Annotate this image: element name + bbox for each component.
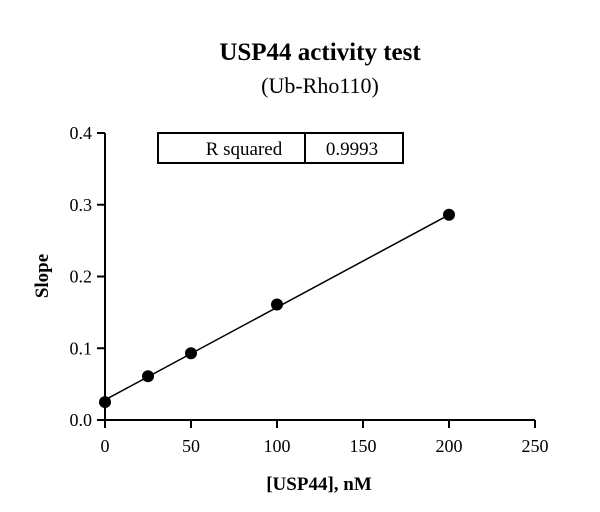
r-squared-label: R squared xyxy=(206,139,283,160)
y-tick-label: 0.2 xyxy=(70,267,93,287)
y-axis-label: Slope xyxy=(32,254,53,298)
x-tick-label: 150 xyxy=(350,436,377,456)
data-point xyxy=(99,396,111,409)
x-tick-label: 250 xyxy=(522,436,549,456)
data-point xyxy=(271,298,283,311)
chart-title: USP44 activity test xyxy=(219,39,421,66)
x-axis-label: [USP44], nM xyxy=(266,474,372,495)
r-squared-box: R squared 0.9993 xyxy=(157,132,404,164)
x-tick-label: 50 xyxy=(182,436,200,456)
x-ticks: 0 50 100 150 200 250 xyxy=(101,420,549,456)
r-squared-value-cell xyxy=(304,132,404,164)
x-tick-label: 0 xyxy=(101,436,110,456)
data-points xyxy=(99,208,455,409)
chart-subtitle: (Ub-Rho110) xyxy=(261,73,379,98)
y-tick-label: 0.4 xyxy=(70,123,93,143)
r-squared-value: 0.9993 xyxy=(326,139,378,160)
data-point xyxy=(185,347,197,360)
data-point xyxy=(443,208,455,221)
x-tick-label: 200 xyxy=(436,436,463,456)
axes xyxy=(104,133,535,421)
y-ticks: 0.0 0.1 0.2 0.3 0.4 xyxy=(70,123,105,430)
data-point xyxy=(142,370,154,383)
y-tick-label: 0.3 xyxy=(70,195,93,215)
y-tick-label: 0.1 xyxy=(70,338,93,358)
y-tick-label: 0.0 xyxy=(70,410,93,430)
x-tick-label: 100 xyxy=(264,436,291,456)
